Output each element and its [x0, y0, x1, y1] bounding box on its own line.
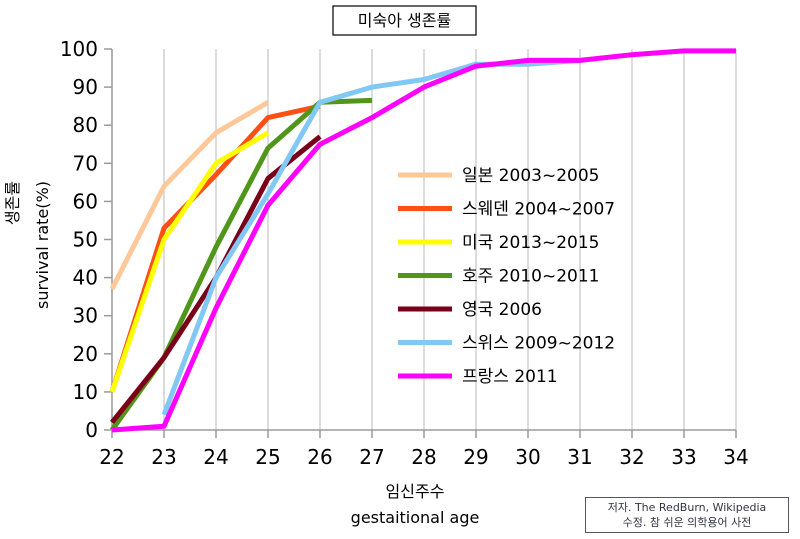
y-tick-label: 60	[73, 189, 98, 213]
x-tick-label: 31	[567, 445, 592, 469]
x-tick-label: 26	[307, 445, 332, 469]
legend-label-2: 스웨덴 2004~2007	[462, 200, 615, 220]
x-tick-label: 33	[671, 445, 696, 469]
y-tick-label: 50	[73, 228, 98, 252]
y-tick-label: 90	[73, 75, 98, 99]
x-tick-label: 30	[515, 445, 540, 469]
x-tick-label: 28	[411, 445, 436, 469]
y-tick-label: 70	[73, 151, 98, 175]
legend: 일본 2003~2005 스웨덴 2004~2007 미국 2013~2015 호주 …	[398, 166, 615, 387]
y-axis-title-korean: 생존률	[3, 181, 22, 225]
series-line-7	[111, 48, 736, 433]
series-layer	[109, 48, 736, 433]
y-tick-label: 10	[73, 380, 98, 404]
series-line-3	[109, 130, 270, 393]
axes	[104, 48, 737, 438]
x-tick-label: 25	[255, 445, 280, 469]
credit-editor: 수정. 참 쉬운 의학용어 사전	[622, 516, 752, 529]
y-tick-labels: 0 10 20 30 40 50 60 70 80 90 100	[60, 37, 98, 442]
y-tick-label: 40	[73, 266, 98, 290]
x-tick-label: 24	[203, 445, 228, 469]
x-tick-label: 34	[723, 445, 748, 469]
credit-box: 저자. The RedBurn, Wikipedia 수정. 참 쉬운 의학용어…	[585, 497, 789, 533]
y-tick-label: 100	[60, 37, 98, 61]
legend-label-6: 스위스 2009~2012	[462, 334, 615, 354]
legend-label-3: 미국 2013~2015	[462, 233, 599, 253]
legend-label-7: 프랑스 2011	[462, 367, 558, 387]
x-tick-label: 32	[619, 445, 644, 469]
y-axis-title-english: survival rate(%)	[33, 181, 52, 309]
x-axis-title-korean: 임신주수	[386, 482, 445, 501]
x-tick-label: 29	[463, 445, 488, 469]
x-tick-label: 27	[359, 445, 384, 469]
x-tick-labels: 22 23 24 25 26 27 28 29 30 31 32 33 34	[99, 445, 748, 469]
x-axis-title-english: gestaitional age	[351, 508, 480, 527]
x-tick-label: 22	[99, 445, 124, 469]
y-tick-label: 30	[73, 304, 98, 328]
series-line-1	[109, 100, 270, 291]
credit-author: 저자. The RedBurn, Wikipedia	[607, 501, 767, 514]
x-tick-label: 23	[151, 445, 176, 469]
y-tick-label: 0	[85, 418, 98, 442]
y-tick-label: 80	[73, 113, 98, 137]
legend-label-4: 호주 2010~2011	[462, 267, 599, 287]
chart-title: 미숙아 생존률	[358, 11, 451, 30]
legend-label-1: 일본 2003~2005	[462, 166, 599, 186]
y-tick-label: 20	[73, 342, 98, 366]
title-box	[332, 5, 477, 36]
legend-label-5: 영국 2006	[462, 300, 542, 320]
